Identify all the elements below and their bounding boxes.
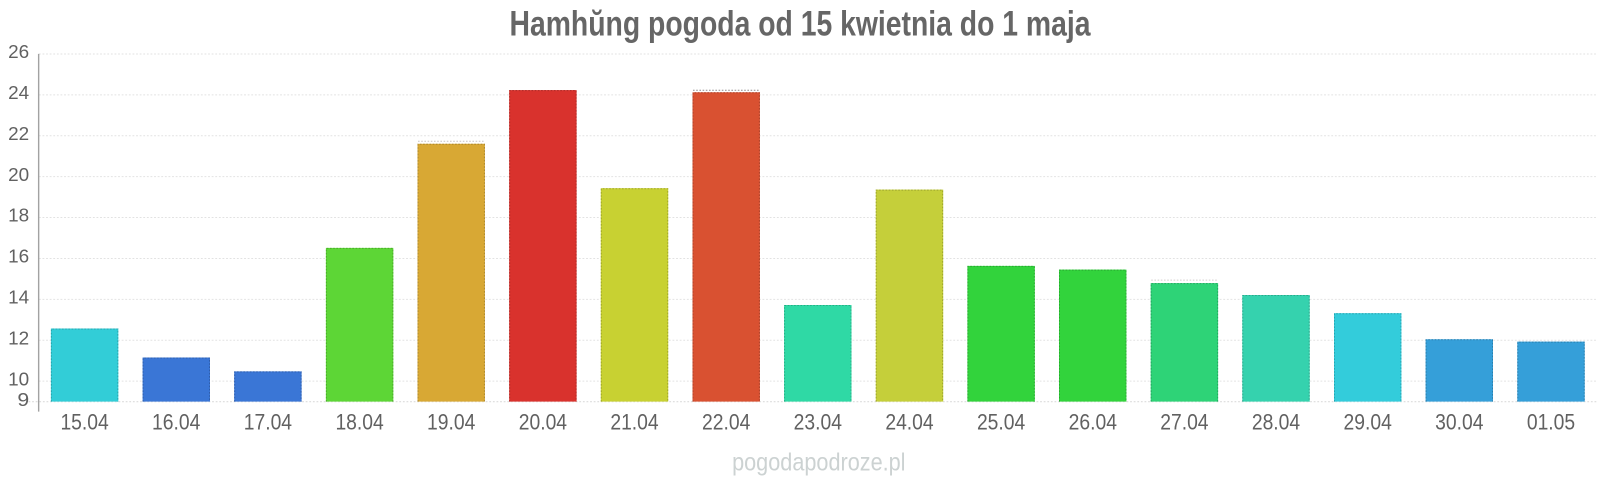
svg-text:22: 22 (8, 124, 29, 145)
svg-text:30.04: 30.04 (1435, 409, 1483, 434)
svg-text:21.04: 21.04 (610, 409, 658, 434)
svg-text:10: 10 (8, 369, 29, 390)
svg-text:22.04: 22.04 (702, 409, 750, 434)
svg-text:20: 20 (8, 165, 29, 186)
svg-text:18.04: 18.04 (335, 409, 383, 434)
svg-text:24: 24 (8, 83, 29, 104)
svg-text:17.04: 17.04 (244, 409, 292, 434)
svg-text:24.04: 24.04 (885, 409, 933, 434)
svg-text:19.04: 19.04 (427, 409, 475, 434)
svg-text:26: 26 (8, 42, 29, 63)
svg-text:29.04: 29.04 (1344, 409, 1392, 434)
svg-text:23.04: 23.04 (794, 409, 842, 434)
svg-text:pogodapodroze.pl: pogodapodroze.pl (732, 448, 905, 476)
svg-text:01.05: 01.05 (1527, 409, 1575, 434)
svg-text:25.04: 25.04 (977, 409, 1025, 434)
svg-text:28.04: 28.04 (1252, 409, 1300, 434)
svg-text:16.04: 16.04 (152, 409, 200, 434)
svg-text:14: 14 (8, 288, 29, 309)
svg-text:26.04: 26.04 (1069, 409, 1117, 434)
svg-text:18: 18 (8, 206, 29, 227)
svg-text:12: 12 (8, 328, 29, 349)
svg-text:9: 9 (17, 390, 29, 411)
svg-text:27.04: 27.04 (1160, 409, 1208, 434)
svg-text:15.04: 15.04 (60, 409, 108, 434)
svg-text:16: 16 (8, 247, 29, 268)
svg-text:Hamhŭng pogoda od 15 kwietnia: Hamhŭng pogoda od 15 kwietnia do 1 maja (510, 4, 1091, 44)
svg-text:20.04: 20.04 (519, 409, 567, 434)
